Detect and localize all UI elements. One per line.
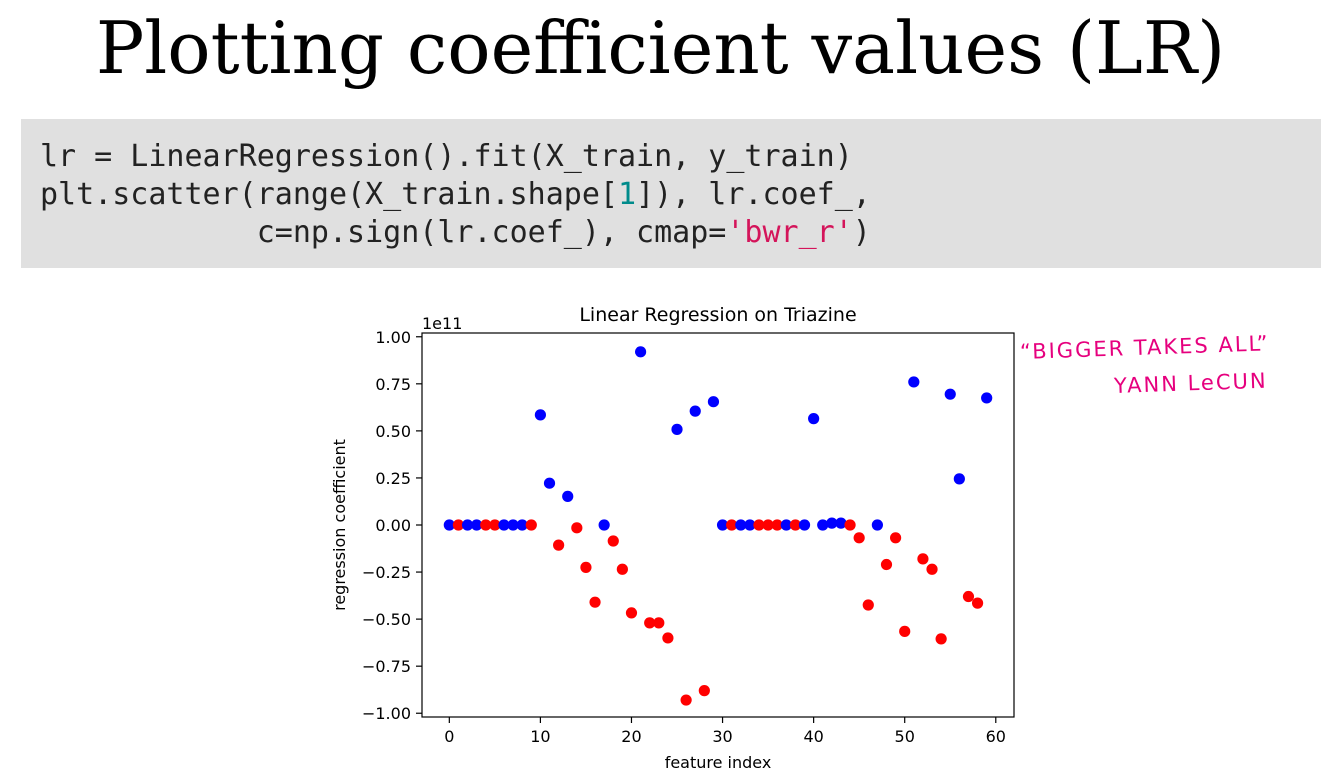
data-point	[735, 519, 747, 531]
y-tick-label: −0.50	[362, 610, 411, 629]
x-tick-label: 10	[530, 727, 550, 746]
data-point	[890, 532, 902, 544]
y-axis-label: regression coefficient	[330, 439, 349, 611]
annotation-quote: “BIGGER TAKES ALL”	[1019, 331, 1270, 364]
x-tick-label: 30	[712, 727, 732, 746]
data-point	[480, 519, 492, 531]
code-text: )	[852, 215, 871, 250]
code-text: plt.scatter(range(X_train.shape[	[40, 177, 618, 212]
data-point	[525, 519, 537, 531]
data-point	[926, 563, 938, 575]
data-point	[607, 535, 619, 547]
data-point	[808, 413, 820, 425]
data-point	[944, 388, 956, 400]
code-string: 'bwr_r'	[726, 215, 853, 250]
data-point	[753, 519, 765, 531]
y-tick-label: 1.00	[375, 328, 411, 347]
data-point	[498, 519, 510, 531]
data-point	[871, 519, 883, 531]
data-point	[507, 519, 519, 531]
y-tick-label: 0.50	[375, 422, 411, 441]
handwritten-annotation: “BIGGER TAKES ALL” YANN LeCUN	[1020, 331, 1320, 416]
data-point	[589, 596, 601, 608]
code-text: lr = LinearRegression().fit(X_train, y_t…	[40, 139, 853, 174]
annotation-author: YANN LeCUN	[1113, 368, 1268, 398]
plot-area-frame	[421, 332, 1015, 718]
data-point	[780, 519, 792, 531]
data-point	[634, 346, 647, 358]
data-point	[553, 539, 565, 551]
x-tick-label: 40	[803, 727, 823, 746]
axis-ticks: 0 10 20 30 40 50 60 1.00 0.75 0.50 0.25 0.00 −0.25 −0…	[362, 328, 1006, 746]
data-point	[981, 392, 993, 404]
y-tick-label: 0.75	[375, 375, 411, 394]
y-offset-text: 1e11	[422, 314, 462, 333]
data-point	[489, 519, 501, 531]
data-point	[461, 519, 474, 531]
data-point	[471, 519, 483, 531]
data-point	[543, 477, 556, 489]
data-point	[644, 617, 656, 629]
data-point	[689, 405, 701, 417]
y-tick-label: 0.25	[375, 469, 411, 488]
data-point	[662, 632, 674, 644]
code-line-2: plt.scatter(range(X_train.shape[1]), lr.…	[40, 176, 1321, 214]
data-point	[835, 517, 847, 529]
data-point	[935, 633, 947, 645]
data-point	[789, 519, 802, 531]
code-text: c=np.sign(lr.coef_), cmap=	[40, 215, 727, 250]
code-number: 1	[617, 177, 637, 212]
data-point	[862, 599, 874, 611]
data-point	[771, 519, 783, 531]
data-point	[562, 490, 574, 502]
data-point	[971, 597, 984, 609]
data-point	[726, 519, 738, 531]
y-tick-label: −0.25	[362, 563, 411, 582]
data-point	[844, 519, 856, 531]
data-point	[908, 376, 920, 388]
y-tick-label: 0.00	[375, 516, 411, 535]
scatter-points	[443, 346, 993, 706]
data-point	[616, 563, 628, 575]
x-tick-label: 60	[986, 727, 1006, 746]
data-point	[443, 519, 455, 531]
data-point	[534, 409, 546, 421]
data-point	[798, 519, 811, 531]
code-line-3: c=np.sign(lr.coef_), cmap='bwr_r')	[40, 214, 1321, 252]
code-text: ]), lr.coef_,	[636, 177, 871, 212]
data-point	[817, 519, 829, 531]
data-point	[598, 519, 610, 531]
code-line-1: lr = LinearRegression().fit(X_train, y_t…	[40, 138, 1321, 176]
data-point	[917, 553, 929, 565]
data-point	[899, 625, 911, 637]
y-tick-label: −0.75	[362, 657, 411, 676]
data-point	[853, 532, 865, 544]
data-point	[744, 519, 756, 531]
chart-title: Linear Regression on Triazine	[579, 304, 856, 326]
y-tick-label: −1.00	[362, 704, 411, 723]
x-tick-label: 0	[444, 727, 454, 746]
scatter-chart: Linear Regression on Triazine 1e11 0 10 20…	[330, 304, 1015, 772]
data-point	[452, 519, 465, 531]
x-axis-label: feature index	[665, 753, 772, 772]
data-point	[671, 423, 683, 435]
data-point	[707, 396, 720, 408]
data-point	[571, 522, 583, 534]
data-point	[516, 519, 528, 531]
data-point	[580, 561, 592, 573]
x-tick-label: 50	[895, 727, 915, 746]
data-point	[716, 519, 729, 531]
data-point	[653, 617, 665, 629]
data-point	[880, 558, 893, 571]
data-point	[762, 519, 774, 531]
slide-title: Plotting coefficient values (LR)	[95, 6, 1226, 90]
x-tick-label: 20	[621, 727, 641, 746]
data-point	[953, 473, 965, 485]
data-point	[826, 517, 838, 529]
code-block: lr = LinearRegression().fit(X_train, y_t…	[21, 119, 1321, 268]
data-point	[962, 590, 975, 603]
data-point	[698, 685, 710, 697]
data-point	[625, 607, 638, 619]
data-point	[680, 694, 692, 706]
